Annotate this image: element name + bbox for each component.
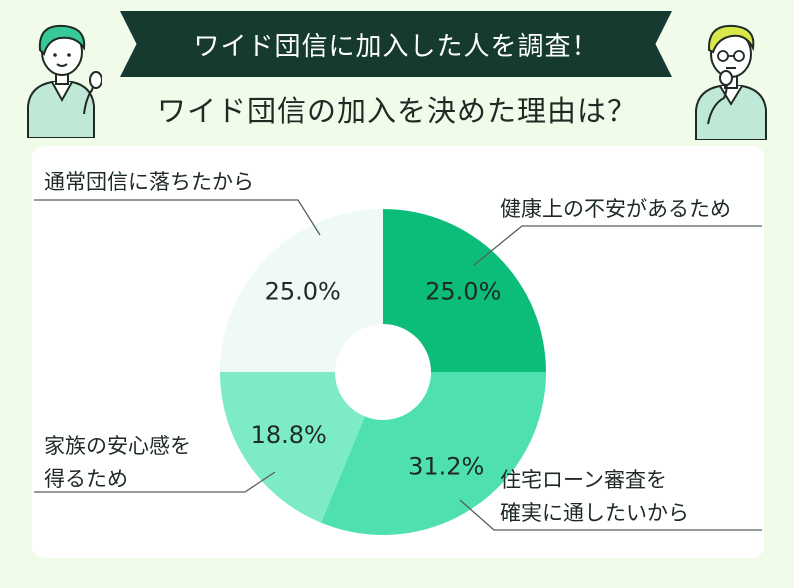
category-label-2: 住宅ローン審査を 確実に通したいから	[500, 464, 689, 530]
category-label-line: 得るため	[44, 467, 128, 491]
slice-percent-label-2: 31.2%	[408, 452, 484, 480]
category-label-line: 健康上の不安があるため	[500, 197, 731, 221]
leader-line-1	[473, 225, 762, 266]
category-label-1: 健康上の不安があるため	[500, 193, 731, 226]
category-label-line: 通常団信に落ちたから	[44, 170, 254, 194]
category-label-line: 家族の安心感を	[44, 434, 191, 458]
leader-line-3	[34, 471, 276, 493]
pie-slice-1	[383, 209, 546, 372]
slice-percent-label-1: 25.0%	[425, 278, 501, 306]
title-banner: ワイド団信に加入した人を調査！	[120, 11, 672, 77]
category-label-line: 確実に通したいから	[500, 501, 689, 525]
slice-percent-label-4: 25.0%	[265, 278, 341, 306]
category-label-line: 住宅ローン審査を	[500, 468, 667, 492]
category-label-4: 通常団信に落ちたから	[44, 166, 254, 199]
thinking-person-illustration	[695, 24, 767, 140]
category-label-3: 家族の安心感を 得るため	[44, 430, 191, 496]
banner-title: ワイド団信に加入した人を調査！	[193, 31, 599, 62]
page-subtitle: ワイド団信の加入を決めた理由は？	[156, 94, 637, 128]
leader-line-2	[459, 499, 762, 531]
pie-slice-2	[321, 372, 546, 535]
pointing-person-illustration	[27, 24, 102, 138]
pie-slice-4	[220, 209, 383, 372]
slice-percent-label-3: 18.8%	[251, 421, 327, 449]
pie-slice-3	[220, 372, 365, 523]
leader-line-4	[34, 199, 321, 236]
